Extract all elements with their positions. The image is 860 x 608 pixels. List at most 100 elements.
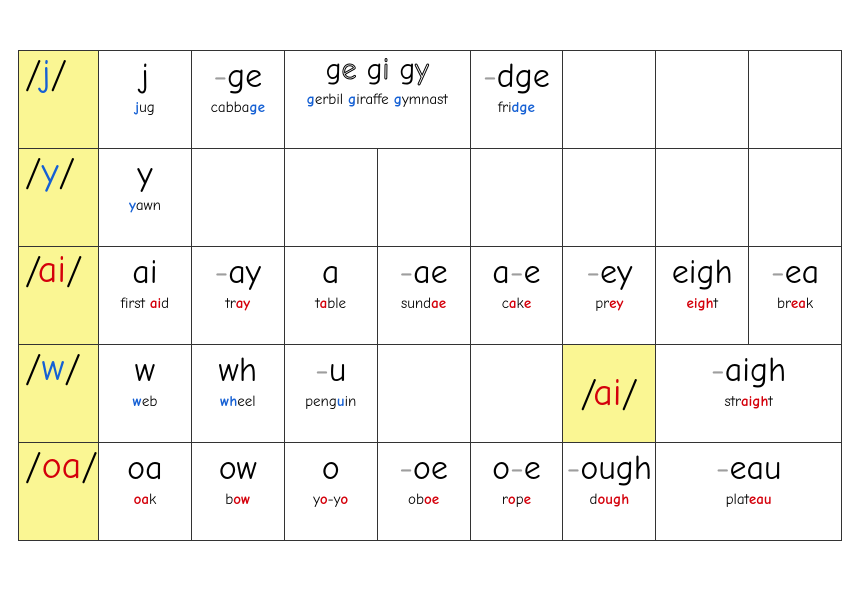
empty-cell	[656, 149, 749, 247]
phoneme-row: /j/jjug-gecabbagege gi gygerbil giraffe …	[19, 51, 842, 149]
grapheme-label: a-e	[473, 251, 561, 289]
phoneme-row: /ai/aifirst aid-aytrayatable-aesundaea-e…	[19, 247, 842, 345]
grapheme-cell: -gecabbage	[191, 51, 284, 149]
grapheme-cell: aifirst aid	[99, 247, 192, 345]
grapheme-cell: oaoak	[99, 443, 192, 541]
grapheme-cell: o-erope	[470, 443, 563, 541]
grapheme-cell: jjug	[99, 51, 192, 149]
phoneme-label: /oa/	[25, 447, 96, 487]
example-word: fridge	[473, 93, 561, 116]
grapheme-label: -eau	[658, 447, 839, 485]
grapheme-label: -aigh	[658, 349, 839, 387]
grapheme-cell: whwheel	[191, 345, 284, 443]
empty-cell	[563, 51, 656, 149]
grapheme-cell: ge gi gygerbil giraffe gymnast	[284, 51, 470, 149]
example-word: penguin	[287, 387, 375, 410]
phoneme-label: /w/	[25, 349, 96, 389]
grapheme-cell: -upenguin	[284, 345, 377, 443]
example-word: break	[751, 289, 839, 312]
empty-cell	[377, 345, 470, 443]
phoneme-row: /w/wwebwhwheel-upenguin/ai/-aighstraight	[19, 345, 842, 443]
grapheme-label: o-e	[473, 447, 561, 485]
example-word: gerbil giraffe gymnast	[287, 85, 468, 108]
phoneme-label: /ai/	[565, 374, 653, 414]
phoneme-label: /y/	[25, 153, 96, 193]
example-word: straight	[658, 387, 839, 410]
grapheme-cell: -aesundae	[377, 247, 470, 345]
empty-cell	[656, 51, 749, 149]
phoneme-cell: /y/	[19, 149, 99, 247]
grapheme-cell: atable	[284, 247, 377, 345]
grapheme-cell: -aighstraight	[656, 345, 842, 443]
example-word: cake	[473, 289, 561, 312]
grapheme-label: w	[101, 349, 189, 387]
grapheme-cell: a-ecake	[470, 247, 563, 345]
grapheme-cell: -eauplateau	[656, 443, 842, 541]
example-word: oboe	[380, 485, 468, 508]
grapheme-cell: -oeoboe	[377, 443, 470, 541]
empty-cell	[377, 149, 470, 247]
grapheme-cell: yyawn	[99, 149, 192, 247]
example-word: first aid	[101, 289, 189, 312]
grapheme-label: a	[287, 251, 375, 289]
grapheme-label: o	[287, 447, 375, 485]
empty-cell	[284, 149, 377, 247]
phoneme-cell: /oa/	[19, 443, 99, 541]
grapheme-label: eigh	[658, 251, 746, 289]
example-word: yawn	[101, 191, 189, 214]
empty-cell	[470, 149, 563, 247]
phoneme-label: /j/	[25, 55, 96, 95]
example-word: table	[287, 289, 375, 312]
example-word: cabbage	[194, 93, 282, 116]
grapheme-label: -ea	[751, 251, 839, 289]
example-word: dough	[565, 485, 653, 508]
grapheme-label: -ay	[194, 251, 282, 289]
grapheme-cell: eigheight	[656, 247, 749, 345]
example-word: bow	[194, 485, 282, 508]
grapheme-label: -u	[287, 349, 375, 387]
empty-cell	[563, 149, 656, 247]
grapheme-label: -ough	[565, 447, 653, 485]
empty-cell	[470, 345, 563, 443]
grapheme-cell: -eyprey	[563, 247, 656, 345]
grapheme-label: ge gi gy	[287, 55, 468, 85]
phoneme-label: /ai/	[25, 251, 96, 291]
grapheme-label: wh	[194, 349, 282, 387]
grapheme-label: oa	[101, 447, 189, 485]
example-word: wheel	[194, 387, 282, 410]
empty-cell	[749, 149, 842, 247]
grapheme-label: j	[101, 55, 189, 93]
example-word: tray	[194, 289, 282, 312]
example-word: rope	[473, 485, 561, 508]
grapheme-label: -oe	[380, 447, 468, 485]
example-word: sundae	[380, 289, 468, 312]
example-word: jug	[101, 93, 189, 116]
grapheme-label: ai	[101, 251, 189, 289]
phonics-grapheme-table: /j/jjug-gecabbagege gi gygerbil giraffe …	[18, 50, 842, 541]
grapheme-label: -ae	[380, 251, 468, 289]
grapheme-label: -ge	[194, 55, 282, 93]
grapheme-cell: -eabreak	[749, 247, 842, 345]
example-word: oak	[101, 485, 189, 508]
empty-cell	[749, 51, 842, 149]
grapheme-label: -ey	[565, 251, 653, 289]
phoneme-cell: /ai/	[19, 247, 99, 345]
example-word: prey	[565, 289, 653, 312]
grapheme-label: y	[101, 153, 189, 191]
grapheme-cell: wweb	[99, 345, 192, 443]
grapheme-cell: owbow	[191, 443, 284, 541]
empty-cell	[191, 149, 284, 247]
example-word: plateau	[658, 485, 839, 508]
grapheme-cell: oyo-yo	[284, 443, 377, 541]
phoneme-cell: /j/	[19, 51, 99, 149]
phoneme-row: /oa/oaoakowbowoyo-yo-oeoboeo-erope-oughd…	[19, 443, 842, 541]
example-word: yo-yo	[287, 485, 375, 508]
grapheme-label: -dge	[473, 55, 561, 93]
phoneme-row: /y/yyawn	[19, 149, 842, 247]
phoneme-cell-inline: /ai/	[563, 345, 656, 443]
grapheme-cell: -dgefridge	[470, 51, 563, 149]
grapheme-cell: -oughdough	[563, 443, 656, 541]
example-word: eight	[658, 289, 746, 312]
example-word: web	[101, 387, 189, 410]
grapheme-label: ow	[194, 447, 282, 485]
